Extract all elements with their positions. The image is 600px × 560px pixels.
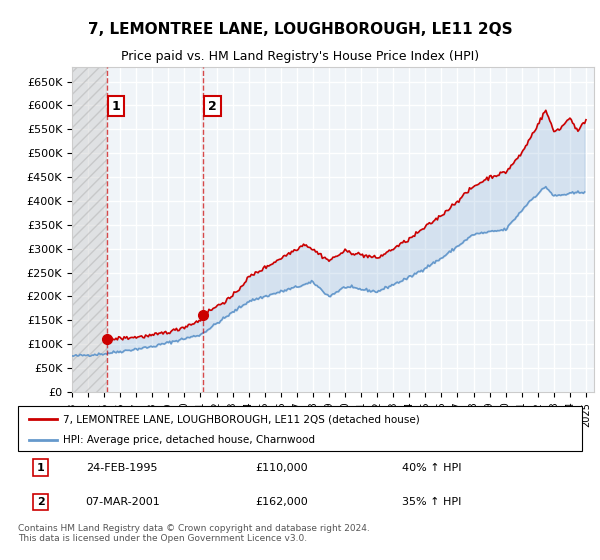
Text: Price paid vs. HM Land Registry's House Price Index (HPI): Price paid vs. HM Land Registry's House … [121, 50, 479, 63]
Text: £162,000: £162,000 [255, 497, 308, 507]
Text: HPI: Average price, detached house, Charnwood: HPI: Average price, detached house, Char… [63, 435, 315, 445]
Text: 7, LEMONTREE LANE, LOUGHBOROUGH, LE11 2QS (detached house): 7, LEMONTREE LANE, LOUGHBOROUGH, LE11 2Q… [63, 414, 420, 424]
Text: 1: 1 [37, 463, 44, 473]
Text: 24-FEB-1995: 24-FEB-1995 [86, 463, 157, 473]
Bar [72, 67, 107, 392]
Text: 2: 2 [37, 497, 44, 507]
Text: 07-MAR-2001: 07-MAR-2001 [86, 497, 160, 507]
Text: 40% ↑ HPI: 40% ↑ HPI [401, 463, 461, 473]
Text: 2: 2 [208, 100, 217, 113]
Text: 1: 1 [112, 100, 120, 113]
Text: Contains HM Land Registry data © Crown copyright and database right 2024.
This d: Contains HM Land Registry data © Crown c… [18, 524, 370, 543]
Text: 35% ↑ HPI: 35% ↑ HPI [401, 497, 461, 507]
FancyBboxPatch shape [18, 406, 582, 451]
Text: 7, LEMONTREE LANE, LOUGHBOROUGH, LE11 2QS: 7, LEMONTREE LANE, LOUGHBOROUGH, LE11 2Q… [88, 22, 512, 38]
Text: £110,000: £110,000 [255, 463, 308, 473]
